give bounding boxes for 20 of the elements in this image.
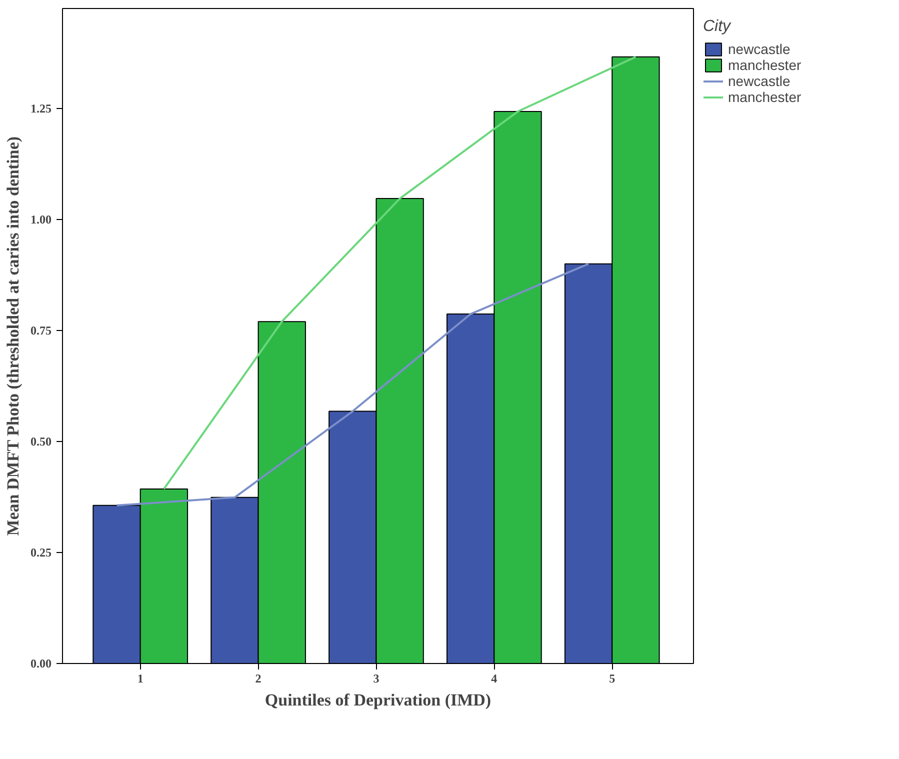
x-tick-label: 1 (137, 672, 144, 686)
y-tick-label: 0.25 (30, 545, 52, 560)
y-tick-label: 1.25 (30, 101, 52, 116)
y-tick-label: 0.75 (30, 323, 52, 338)
x-tick-label: 3 (373, 672, 380, 686)
y-tick-label: 1.00 (30, 212, 52, 226)
y-tick-label: 0.50 (30, 434, 52, 448)
y-axis-title: Mean DMFT Photo (thresholded at caries into dentine) (4, 136, 22, 536)
x-axis-title: Quintiles of Deprivation (IMD) (264, 690, 492, 710)
line-series (162, 56, 637, 490)
y-tick-label: 0.00 (30, 656, 52, 670)
legend-label: manchester (728, 89, 802, 105)
x-tick-label: 5 (609, 672, 616, 686)
legend-label: newcastle (728, 41, 790, 57)
legend-label: manchester (728, 57, 802, 73)
x-tick-label: 4 (491, 672, 498, 686)
legend-title: City (703, 18, 732, 36)
x-tick-label: 2 (255, 672, 262, 686)
legend-label: newcastle (728, 73, 790, 89)
line-series (116, 262, 590, 506)
